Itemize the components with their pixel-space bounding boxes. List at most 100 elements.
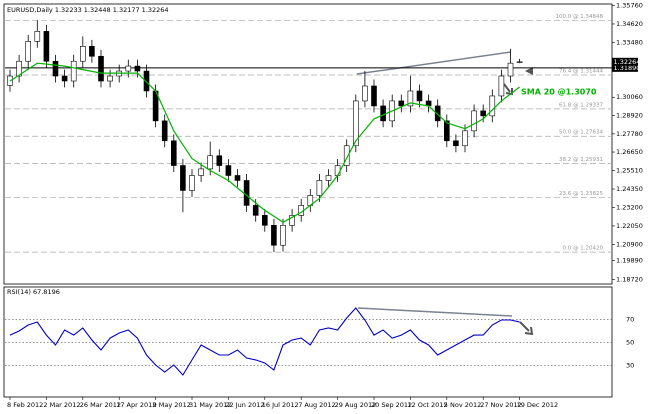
candle-body [407,90,414,107]
x-tick-label: 31 May 2012 [189,401,231,409]
candle-body [343,145,350,166]
candle-body [471,110,477,132]
fib-label: 23.6 @ 1.23825 [559,191,603,197]
rsi-trend-line [357,307,513,317]
rsi-line [9,307,520,376]
candle-body [143,70,150,92]
y-tick-label: 1.27780 [616,130,643,138]
y-tick-label: 1.26650 [616,148,643,156]
candle-body [189,175,195,191]
candle-body [171,140,177,166]
x-tick-label: 19 Dec 2012 [517,401,559,409]
candle-body [243,180,250,206]
y-tick-label: 70 [626,315,634,323]
candle-body [280,225,286,246]
y-tick-label: 1.28920 [616,112,643,120]
fib-label: 61.8 @ 1.29337 [559,102,603,108]
y-tick-label: 1.25510 [616,166,643,174]
y-tick-label: 1.20900 [616,240,643,248]
candle-body [334,165,341,176]
y-tick-label: 1.22050 [616,222,643,230]
candle-body [362,85,368,102]
x-tick-label: 7 Aug 2012 [298,401,336,409]
candle-body [34,31,41,42]
y-tick-label: 1.24350 [616,185,643,193]
candle-body [16,60,22,77]
candle-body [261,215,268,226]
y-tick-label: 1.30060 [616,93,643,101]
x-tick-label: 9 May 2012 [153,401,191,409]
candle-body [380,105,386,122]
arrow [525,67,533,75]
candle-body [216,155,223,166]
candle-body [462,130,468,147]
candle-body [507,62,514,77]
support-label: 1.31890 [614,64,641,72]
candle-body [225,165,232,176]
x-tick-label: 12 Oct 2012 [407,401,447,409]
x-tick-label: 20 Sep 2012 [371,401,412,409]
candle-body [371,85,377,107]
fib-label: 38.2 @ 1.25931 [559,157,603,163]
candle-body [98,55,104,82]
sma-line [9,62,520,224]
candle-body [134,65,141,72]
candle-body [443,120,450,142]
price-box [612,63,638,72]
arrow [519,321,534,336]
x-tick-label: 17 Apr 2012 [116,401,156,409]
candle-body [489,95,496,117]
rsi-panel [3,286,613,398]
arrow [503,83,513,96]
y-tick-label: 1.18720 [616,275,643,283]
x-tick-label: 29 Aug 2012 [335,401,377,409]
fib-label: 76.4 @ 1.31444 [559,68,603,74]
x-tick-label: 26 Mar 2012 [80,401,121,409]
candle-body [398,100,405,107]
candle-body [70,60,77,82]
x-tick-label: 22 Jun 2012 [225,401,264,409]
candle-body [52,60,59,77]
candle-body [453,140,459,147]
candle-body [352,100,359,147]
candle-body [25,41,32,62]
candle-body [207,155,213,170]
y-tick-label: 1.33480 [616,38,643,46]
fib-label: 50.0 @ 1.27634 [559,130,603,136]
candle-body [252,205,259,216]
candle-body [498,75,505,97]
candle-body [107,75,113,82]
candle-body [516,61,523,63]
candle-body [61,75,68,82]
current-price: 1.32264 [614,58,641,66]
rsi-title: RSI(14) 67.8196 [7,288,60,296]
x-tick-label: 27 Nov 2012 [480,401,522,409]
candle-body [43,31,50,62]
y-tick-label: 1.34620 [616,20,643,28]
y-tick-label: 1.19890 [616,257,643,265]
y-tick-label: 1.23200 [616,203,643,211]
x-tick-label: 2 Mar 2012 [43,401,80,409]
x-tick-label: 8 Feb 2012 [7,401,43,409]
candle-body [271,225,277,246]
y-tick-label: 50 [626,339,634,347]
y-tick-label: 1.35760 [616,2,643,10]
candle-body [161,120,168,142]
price-box [612,57,638,66]
fib-label: 0.0 @ 1.20420 [563,246,604,252]
candle-body [316,180,323,196]
chart-title: EURUSD,Daily 1.32233 1.32448 1.32177 1.3… [7,6,169,14]
candle-body [416,90,423,102]
candle-body [325,175,332,181]
candle-body [89,45,95,57]
x-tick-label: 16 Jul 2012 [262,401,299,409]
candle-body [125,65,132,72]
trend-line [356,51,512,75]
x-tick-label: 5 Nov 2012 [444,401,482,409]
candle-body [289,215,295,226]
candle-body [434,105,441,122]
candle-body [480,110,487,117]
price-panel [3,3,613,285]
candle-body [198,168,204,176]
